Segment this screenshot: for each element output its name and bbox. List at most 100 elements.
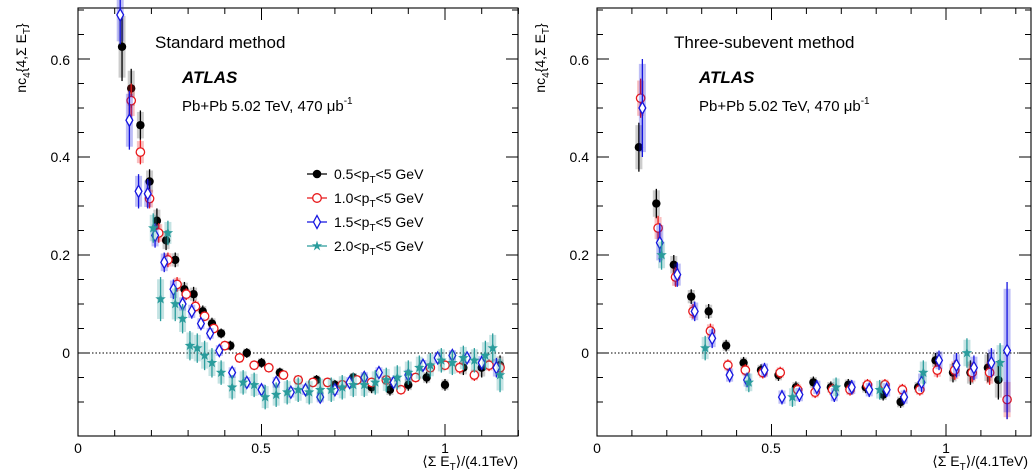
data-point [961,347,973,358]
data-point [348,379,359,390]
x-axis-label: ⟨Σ ET⟩/(4.1TeV) [422,453,518,470]
y-tick-label: 0.6 [570,52,590,68]
data-point [134,183,143,199]
data-point [187,304,196,319]
legend-marker-star [311,240,323,251]
data-point [422,373,431,382]
data-point [155,293,166,304]
system-label: Pb+Pb 5.02 TeV, 470 μb-1 [699,96,870,115]
legend-entry: 2.0<pT<5 GeV [334,238,424,258]
data-point [205,326,215,341]
data-point [404,380,413,390]
data-point [259,391,271,402]
data-point [148,222,159,233]
data-point [704,307,713,316]
x-axis-label: ⟨Σ ET⟩/(4.1TeV) [932,453,1028,470]
data-point [721,341,731,350]
data-point [216,329,226,338]
data-point [847,379,856,395]
axis-ticks [596,8,1031,436]
data-point [257,358,266,367]
data-point [994,357,1006,368]
data-point [282,386,293,397]
data-point [477,355,486,371]
y-tick-label: 0.4 [570,149,590,165]
x-tick-label: 0.5 [761,440,781,456]
data-point [638,100,647,116]
data-point [242,348,252,358]
tick-labels: 0 0.2 0.4 0.6 0 0.5 1 [51,52,450,456]
y-tick-label: 0.6 [51,52,71,68]
data-point [874,384,885,395]
x-tick-label: 0.5 [251,440,271,456]
data-point [242,375,251,390]
data-point [700,342,711,353]
data-point [458,352,469,363]
data-point [226,381,238,392]
data-point [447,357,458,368]
data-point [170,298,181,309]
data-point [725,367,734,383]
y-axis-label: nc4{4,Σ ET} [532,23,552,93]
data-point [370,376,381,387]
data-point [206,357,218,368]
data-point [196,316,206,331]
data-point [125,112,134,128]
data-point [775,367,786,378]
legend-entry: 1.0<pT<5 GeV [334,190,424,210]
data-point [337,381,348,392]
panel-title: Three-subevent method [674,33,855,52]
legend-marker-circle-filled [312,169,322,179]
data-point [743,376,754,387]
data-point [199,349,210,360]
data-point [740,365,751,375]
data-point [723,360,733,371]
legend-marker-diamond-open [312,214,322,230]
atlas-label: ATLAS [181,68,238,87]
data-point [690,304,699,319]
x-tick-label: 0 [74,440,82,456]
data-markers [116,0,506,410]
data-point [494,369,506,380]
atlas-label: ATLAS [698,68,755,87]
y-tick-label: 0.2 [570,247,590,263]
data-point [304,386,315,397]
data-point [952,357,961,373]
panel-three-subevent-method: 0 0.2 0.4 0.6 0 0.5 1 nc4{4,Σ ET} ⟨Σ ET⟩… [532,7,1032,470]
data-point [795,387,804,402]
y-tick-label: 0 [581,345,589,361]
y-tick-label: 0.4 [51,149,71,165]
data-point [918,367,929,377]
data-point [669,260,678,269]
x-tick-label: 1 [942,440,950,456]
plot-frame [596,7,1032,437]
data-point [116,7,125,23]
y-tick-label: 0 [62,345,70,361]
data-point [708,330,717,346]
data-point [830,381,842,392]
panel-title: Standard method [155,33,285,52]
data-point [374,365,384,380]
data-point [777,389,787,405]
data-point [270,389,282,400]
data-point [248,379,260,390]
data-point [969,360,979,376]
data-point [673,267,682,282]
panel-standard-method: 0 0.2 0.4 0.6 0 0.5 1 nc4{4,Σ ET} ⟨Σ ET⟩… [13,0,519,470]
data-point [162,227,174,238]
data-point [184,340,196,351]
data-point [882,382,891,398]
data-point [656,249,667,260]
data-point [278,370,289,380]
data-point [899,389,909,405]
data-point [634,143,644,152]
data-point [152,216,162,225]
data-point [326,384,337,395]
data-point [249,360,260,371]
data-point [143,186,152,202]
data-point [192,342,203,353]
data-point [359,379,370,390]
data-point [425,359,436,370]
data-point [480,349,491,360]
data-point [687,292,696,301]
